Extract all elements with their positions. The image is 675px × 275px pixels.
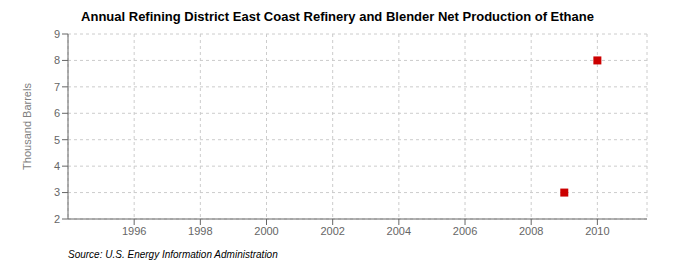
svg-text:3: 3 — [54, 186, 60, 198]
svg-text:1998: 1998 — [188, 225, 212, 237]
svg-text:9: 9 — [54, 28, 60, 40]
svg-text:5: 5 — [54, 134, 60, 146]
svg-text:2002: 2002 — [320, 225, 344, 237]
svg-text:7: 7 — [54, 81, 60, 93]
svg-text:2008: 2008 — [519, 225, 543, 237]
svg-text:2006: 2006 — [453, 225, 477, 237]
svg-text:2010: 2010 — [585, 225, 609, 237]
svg-text:4: 4 — [54, 160, 60, 172]
html-text:Source: U.S. Energy Informatio: Source: U.S. Energy Information Administ… — [68, 249, 278, 260]
svg-text:Thousand Barrels: Thousand Barrels — [21, 83, 33, 170]
svg-text:2: 2 — [54, 213, 60, 225]
svg-text:6: 6 — [54, 107, 60, 119]
svg-text:2000: 2000 — [254, 225, 278, 237]
svg-text:8: 8 — [54, 54, 60, 66]
html-text:Annual Refining District East: Annual Refining District East Coast Refi… — [81, 9, 594, 24]
svg-text:1996: 1996 — [122, 225, 146, 237]
svg-text:2004: 2004 — [387, 225, 411, 237]
